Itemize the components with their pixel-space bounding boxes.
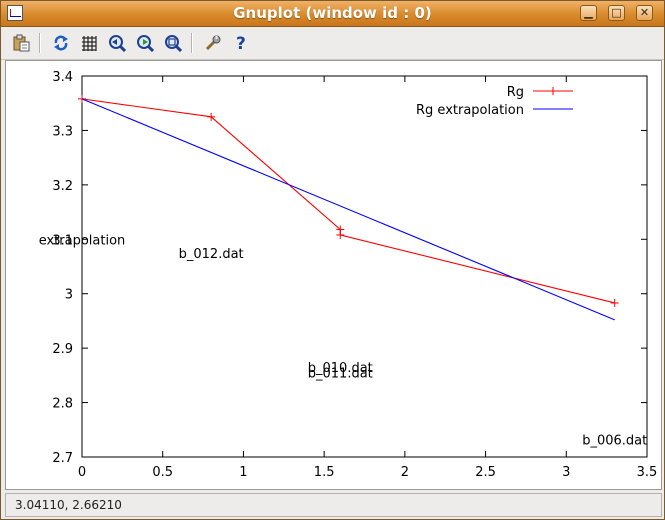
x-tick-label: 3 bbox=[562, 465, 570, 480]
y-tick-label: 3.4 bbox=[52, 70, 73, 85]
zoom-next-icon[interactable] bbox=[136, 34, 154, 52]
options-icon[interactable] bbox=[204, 34, 222, 52]
x-tick-label: 1 bbox=[239, 465, 247, 480]
maximize-button[interactable]: □ bbox=[608, 5, 625, 21]
cursor-coordinates: 3.04110, 2.66210 bbox=[15, 498, 122, 512]
x-tick-label: 0 bbox=[78, 465, 86, 480]
minimize-icon: ▁ bbox=[584, 6, 593, 19]
svg-text:?: ? bbox=[236, 34, 246, 52]
help-icon[interactable]: ? bbox=[232, 34, 250, 52]
rg-data-point bbox=[207, 112, 216, 121]
title-bar[interactable]: Gnuplot (window id : 0) ▁ □ ✕ bbox=[1, 1, 664, 27]
y-tick-label: 3 bbox=[65, 288, 73, 303]
series-line-rg-extrapolation bbox=[81, 98, 615, 321]
x-tick-label: 2 bbox=[401, 465, 409, 480]
x-tick-label: 0.5 bbox=[152, 465, 173, 480]
data-annotation: b_012.dat bbox=[179, 247, 244, 262]
x-tick-label: 2.5 bbox=[475, 465, 496, 480]
maximize-icon: □ bbox=[611, 6, 622, 19]
y-tick-label: 2.9 bbox=[52, 342, 73, 357]
y-tick-label: 3.1 bbox=[52, 233, 73, 248]
toolbar: ? bbox=[1, 27, 664, 60]
plot-area[interactable]: 0 0.5 1 1.5 2 2.5 3 3.5 2.7 2.8 2.9 3 3.1 3.2 3.3 3.4 R… bbox=[5, 60, 662, 490]
gnuplot-app-icon[interactable] bbox=[7, 5, 23, 21]
plot-frame bbox=[81, 75, 648, 458]
data-annotation: b_011.dat bbox=[308, 367, 373, 382]
clipboard-icon[interactable] bbox=[12, 34, 30, 52]
rg-chart[interactable]: 0 0.5 1 1.5 2 2.5 3 3.5 2.7 2.8 2.9 3 3.1 3.2 3.3 3.4 R… bbox=[6, 61, 661, 489]
legend-label: Rg extrapolation bbox=[416, 103, 524, 118]
status-bar: 3.04110, 2.66210 bbox=[5, 493, 662, 517]
rg-data-point bbox=[610, 298, 619, 307]
zoom-autoscale-icon[interactable] bbox=[164, 34, 182, 52]
x-tick-label: 3.5 bbox=[637, 465, 658, 480]
data-annotation: b_010.dat bbox=[308, 361, 373, 376]
window-title: Gnuplot (window id : 0) bbox=[233, 4, 432, 22]
data-annotation: extrapolation bbox=[39, 233, 126, 248]
y-tick-label: 3.3 bbox=[52, 124, 73, 139]
series-line-rg bbox=[81, 98, 615, 304]
legend-label: Rg bbox=[507, 85, 524, 100]
zoom-prev-icon[interactable] bbox=[108, 34, 126, 52]
replot-icon[interactable] bbox=[52, 34, 70, 52]
y-tick-label: 2.8 bbox=[52, 397, 73, 412]
grid-icon[interactable] bbox=[80, 34, 98, 52]
x-tick-label: 1.5 bbox=[314, 465, 335, 480]
y-tick-label: 3.2 bbox=[52, 179, 73, 194]
close-button[interactable]: ✕ bbox=[636, 5, 653, 21]
rg-data-point bbox=[336, 230, 345, 239]
toolbar-separator bbox=[39, 33, 41, 53]
close-icon: ✕ bbox=[639, 6, 650, 19]
data-annotation: b_006.dat bbox=[582, 434, 647, 449]
minimize-button[interactable]: ▁ bbox=[580, 5, 597, 21]
toolbar-separator bbox=[191, 33, 193, 53]
y-tick-label: 2.7 bbox=[52, 451, 73, 466]
